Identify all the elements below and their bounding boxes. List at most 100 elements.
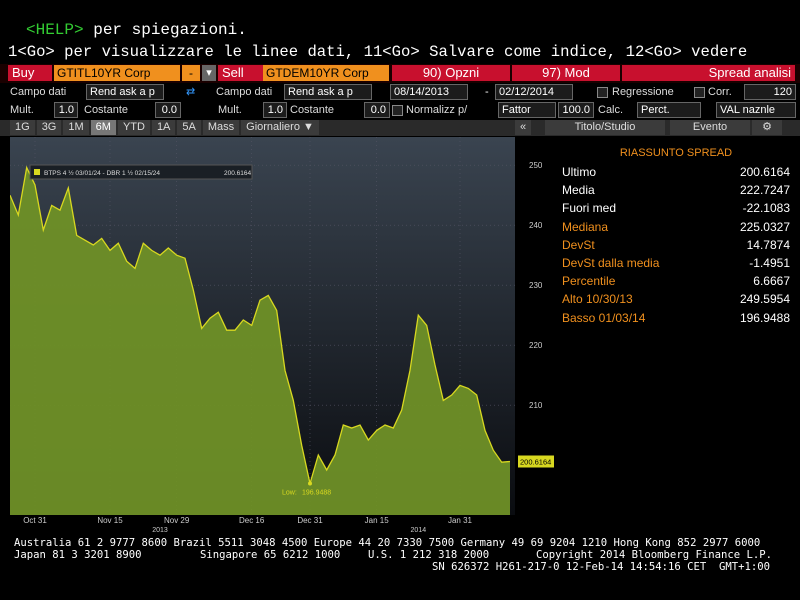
summary-label: Fuori med [562, 201, 617, 216]
footer-copyright: Copyright 2014 Bloomberg Finance L.P. [536, 549, 772, 561]
help-line: <HELP> per spiegazioni. [26, 20, 247, 40]
summary-label: Media [562, 183, 595, 198]
y-tick-label: 240 [529, 221, 543, 230]
field-select[interactable]: Rend ask a p [86, 84, 164, 100]
legend-name: BTPS 4 ½ 03/01/24 - DBR 1 ½ 02/15/24 [44, 169, 160, 177]
legend-value: 200.6164 [224, 170, 251, 177]
x-tick-label: Nov 29 [164, 516, 190, 525]
line [10, 165, 511, 484]
mult-label: Mult. [10, 104, 34, 116]
footer-contacts: U.S. 1 212 318 2000 [368, 549, 490, 561]
range-tab[interactable]: 1A [151, 120, 176, 135]
const-value[interactable]: 0.0 [155, 102, 181, 118]
date-sep: - [485, 86, 489, 98]
summary-label: DevSt [562, 237, 595, 252]
x-tick-label: Jan 31 [448, 516, 473, 525]
y-tick-label: 220 [529, 341, 543, 350]
buy-ticker[interactable]: GTITL10YR Corp [54, 65, 180, 81]
summary-label: Mediana [562, 219, 609, 234]
checkbox[interactable] [597, 87, 608, 98]
axis-strip [515, 137, 555, 515]
y-tick-label: 210 [529, 401, 543, 410]
footer-contacts: Japan 81 3 3201 8900 [14, 549, 142, 561]
mult-value[interactable]: 1.0 [263, 102, 287, 118]
legend-box [29, 164, 253, 180]
range-tab[interactable]: 3G [36, 120, 62, 135]
range-tab[interactable]: 1G [10, 120, 35, 135]
summary-title: RIASSUNTO SPREAD [619, 147, 733, 159]
low-label: Low: [282, 490, 297, 497]
calc-select[interactable]: Perct. [637, 102, 701, 118]
checkbox[interactable] [392, 105, 403, 116]
summary-value: 225.0327 [739, 219, 790, 234]
factor-select[interactable]: Fattor [498, 102, 556, 118]
footer-contacts: Singapore 65 6212 1000 [200, 549, 341, 561]
footer-session: SN 626372 H261-217-0 12-Feb-14 14:54:16 … [432, 561, 771, 573]
end-date[interactable]: 02/12/2014 [495, 84, 573, 100]
summary-label: Percentile [562, 274, 616, 289]
x-tick-label: Oct 31 [23, 516, 47, 525]
start-date[interactable]: 08/14/2013 [390, 84, 468, 100]
mod-button[interactable]: 97) Mod [512, 65, 620, 81]
y-tick-label: 250 [529, 161, 543, 170]
footer-contacts: Australia 61 2 9777 8600 Brazil 5511 304… [14, 537, 761, 549]
summary-label: Ultimo [562, 165, 597, 179]
legend-swatch [34, 169, 40, 175]
dropdown[interactable]: ▾ [202, 65, 216, 81]
minus-field[interactable]: - [182, 65, 200, 81]
year-label: 2014 [411, 527, 427, 532]
y-tick-label: 230 [529, 281, 543, 290]
sell-label: Sell [218, 65, 264, 81]
sell-ticker[interactable]: GTDEM10YR Corp [263, 65, 389, 81]
help-key[interactable]: <HELP> [26, 21, 84, 39]
x-tick-label: Dec 16 [239, 516, 265, 525]
collapse-button[interactable]: « [515, 120, 532, 135]
range-tab[interactable]: Giornaliero ▼ [241, 120, 319, 135]
low-marker [308, 481, 312, 486]
factor-value[interactable]: 100.0 [558, 102, 594, 118]
normalize-label: Normalizz p/ [406, 104, 468, 116]
range-tab[interactable]: 5A [177, 120, 201, 135]
calc-label: Calc. [598, 104, 624, 116]
options-button[interactable]: 90) Opzni [392, 65, 510, 81]
view-title: Spread analisi [622, 65, 795, 81]
field-select[interactable]: Rend ask a p [284, 84, 372, 100]
settings-button[interactable]: ⚙ [752, 120, 782, 135]
summary-label: Alto 10/30/13 [562, 292, 633, 307]
summary-value: 14.7874 [746, 237, 790, 252]
corr-label: Corr. [708, 86, 732, 98]
last-value-label: 200.6164 [520, 458, 551, 467]
field-label: Campo dati [216, 86, 273, 98]
summary-panel [557, 137, 795, 332]
event-tab[interactable]: Evento [670, 120, 750, 135]
study-tab[interactable]: Titolo/Studio [545, 120, 665, 135]
const-value[interactable]: 0.0 [364, 102, 390, 118]
range-tab[interactable]: 1M [63, 120, 89, 135]
corr-value[interactable]: 120 [744, 84, 796, 100]
year-label: 2013 [152, 527, 168, 532]
field-label: Campo dati [10, 86, 67, 98]
summary-value: -22.1083 [742, 201, 790, 216]
const-label: Costante [290, 104, 335, 116]
summary-value: 6.6667 [753, 274, 790, 289]
range-tabs: 1G 3G 1M 6M YTD 1A 5A Mass Giornaliero ▼ [10, 120, 319, 135]
summary-label: Basso 01/03/14 [562, 310, 646, 325]
currency-select[interactable]: VAL naznle [716, 102, 796, 118]
range-tab[interactable]: YTD [117, 120, 150, 135]
const-label: Costante [84, 104, 129, 116]
regression-label: Regressione [612, 86, 674, 98]
low-value: 196.9488 [302, 490, 331, 497]
summary-value: 249.5954 [739, 292, 790, 307]
x-tick-label: Jan 15 [365, 516, 390, 525]
summary-value: 196.9488 [739, 310, 790, 325]
last-value-box [518, 455, 554, 468]
checkbox[interactable] [694, 87, 705, 98]
mult-label: Mult. [218, 104, 242, 116]
mult-value[interactable]: 1.0 [54, 102, 78, 118]
help-text: per spiegazioni. [93, 21, 247, 39]
buy-label: Buy [8, 65, 52, 81]
range-tab[interactable]: 6M [90, 120, 116, 135]
range-tab[interactable]: Mass [202, 120, 240, 135]
swap-icon[interactable]: ⇄ [186, 86, 196, 98]
